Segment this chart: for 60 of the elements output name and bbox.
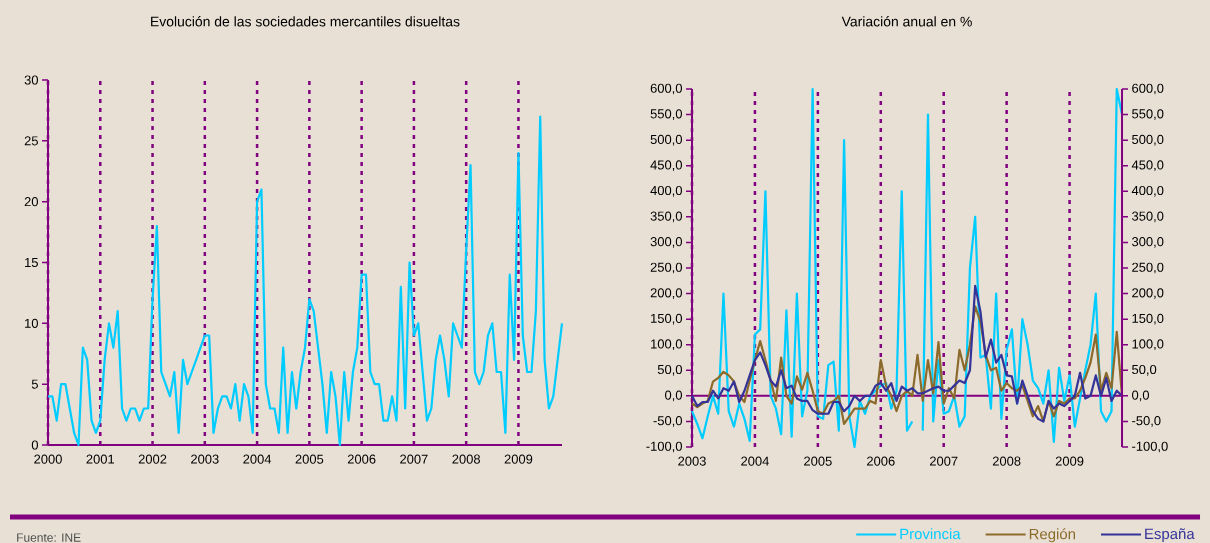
legend-label: Región: [1029, 528, 1075, 543]
x-tick-label: 2004: [243, 454, 272, 464]
x-tick-label: 2008: [992, 456, 1021, 466]
y2-tick-label: 450,0: [1131, 160, 1164, 172]
y-tick-label: 500,0: [650, 134, 682, 146]
x-tick-label: 2006: [867, 456, 895, 466]
y-tick-label: 450,0: [650, 160, 682, 172]
legend-label: Provincia: [900, 528, 961, 540]
y-tick-label: 150,0: [651, 313, 682, 325]
y-tick-label: 250,0: [650, 262, 682, 274]
y2-tick-label: -50,0: [1132, 416, 1161, 427]
x-tick-label: 2000: [34, 454, 62, 464]
x-tick-label: 2006: [347, 454, 376, 464]
y-tick-label: 550,0: [650, 109, 682, 120]
y-tick-label: 400,0: [650, 185, 682, 197]
y-tick-label: 0: [31, 440, 38, 450]
y2-tick-label: 200,0: [1132, 288, 1164, 299]
legend-label: España: [1145, 528, 1195, 543]
x-tick-label: 2004: [741, 456, 769, 466]
x-tick-label: 2007: [400, 454, 428, 464]
y-tick-label: 600,0: [650, 83, 682, 95]
y-tick-label: 50,0: [657, 364, 682, 376]
y2-tick-label: 500,0: [1132, 134, 1164, 146]
y2-tick-label: 350,0: [1132, 211, 1164, 223]
y2-tick-label: 100,0: [1132, 339, 1164, 351]
y-tick-label: 100,0: [651, 339, 682, 351]
x-tick-label: 2001: [86, 454, 115, 464]
y-tick-label: 30: [24, 75, 38, 85]
x-tick-label: 2009: [1055, 456, 1084, 466]
x-tick-label: 2003: [191, 454, 219, 464]
y-tick-label: -50,0: [653, 416, 682, 427]
x-tick-label: 2008: [452, 454, 481, 464]
x-tick-label: 2002: [138, 454, 167, 464]
source-note: Fuente: INE: [17, 533, 81, 542]
chart-title: Evolución de las sociedades mercantiles disueltas: [151, 16, 460, 27]
y-tick-label: 25: [24, 136, 38, 146]
x-tick-label: 2005: [295, 454, 324, 464]
y-tick-label: 350,0: [650, 211, 682, 223]
x-tick-label: 2003: [678, 456, 706, 466]
y2-tick-label: 550,0: [1132, 109, 1164, 120]
y2-tick-label: 300,0: [1132, 237, 1164, 248]
y-tick-label: 200,0: [650, 288, 682, 299]
y2-tick-label: 0,0: [1132, 390, 1150, 402]
y2-tick-label: 50,0: [1132, 364, 1157, 376]
y-tick-label: 15: [25, 257, 38, 268]
x-tick-label: 2007: [929, 456, 958, 466]
chart-title: Variación anual en %: [841, 16, 972, 27]
y-tick-label: 20: [24, 197, 38, 207]
y2-tick-label: 150,0: [1132, 313, 1164, 325]
y2-tick-label: 250,0: [1132, 262, 1164, 274]
y2-tick-label: 400,0: [1131, 185, 1164, 197]
y2-tick-label: 600,0: [1132, 83, 1164, 95]
y2-tick-label: -100,0: [1132, 441, 1168, 453]
y-tick-label: -100,0: [646, 441, 682, 453]
y-tick-label: 0,0: [665, 390, 682, 402]
y-tick-label: 300,0: [650, 237, 682, 248]
x-tick-label: 2005: [804, 456, 832, 466]
y-tick-label: 5: [31, 379, 38, 389]
y-tick-label: 10: [25, 318, 38, 328]
x-tick-label: 2009: [504, 454, 533, 464]
